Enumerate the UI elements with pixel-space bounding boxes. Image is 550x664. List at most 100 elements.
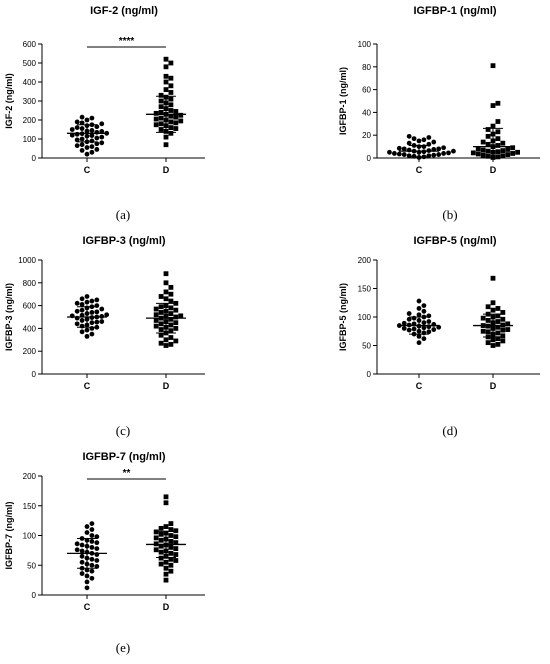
data-point-C	[94, 147, 100, 152]
data-point-D	[505, 327, 511, 332]
data-point-C	[89, 539, 95, 544]
data-point-D	[480, 328, 486, 334]
data-point-D	[163, 56, 169, 62]
data-point-D	[163, 87, 169, 92]
data-point-D	[153, 323, 159, 329]
chart-panel-e: IGFBP-7 (ng/ml) 0 50 100 150 200 IGFBP-7 (ng/m…	[4, 451, 205, 655]
data-point-C	[421, 336, 427, 342]
data-point-C	[84, 585, 90, 591]
data-point-D	[163, 565, 169, 571]
data-point-C	[79, 323, 85, 329]
chart-title: IGF-2 (ng/ml)	[90, 5, 158, 17]
data-point-C	[426, 135, 432, 140]
data-point-D	[158, 92, 164, 98]
data-point-D	[168, 568, 174, 574]
data-point-D	[485, 127, 491, 132]
data-point-C	[396, 145, 402, 151]
data-point-C	[431, 139, 437, 145]
data-point-C	[74, 321, 80, 327]
data-point-C	[89, 326, 95, 331]
data-point-C	[401, 326, 407, 331]
data-point-C	[94, 135, 100, 141]
data-point-D	[495, 100, 501, 106]
data-point-D	[168, 291, 174, 297]
data-point-C	[74, 143, 80, 149]
y-tick-label: 40	[362, 108, 371, 117]
data-point-D	[168, 322, 174, 328]
data-point-D	[168, 130, 174, 136]
data-point-D	[158, 555, 164, 561]
data-point-C	[79, 318, 85, 323]
data-point-C	[99, 140, 105, 146]
data-point-C	[74, 125, 80, 130]
data-point-D	[495, 136, 501, 142]
y-tick-label: 50	[27, 561, 36, 570]
data-point-C	[94, 124, 100, 130]
data-point-C	[89, 521, 95, 526]
data-point-D	[163, 577, 169, 583]
y-tick-label: 400	[23, 324, 37, 333]
data-point-D	[158, 104, 164, 110]
data-point-D	[500, 327, 506, 333]
data-point-D	[505, 152, 511, 157]
y-tick-label: 600	[23, 40, 37, 49]
data-point-C	[99, 134, 105, 140]
data-point-C	[94, 129, 100, 135]
chart-panel-b: IGFBP-1 (ng/ml) 0 20 40 60 80 100 IGFBP-1 (ng/m…	[338, 5, 540, 222]
data-point-D	[158, 549, 164, 555]
data-point-D	[495, 143, 501, 148]
y-tick-label: 100	[23, 532, 37, 541]
data-point-D	[168, 90, 174, 95]
data-point-D	[173, 126, 179, 131]
chart-panel-d: IGFBP-5 (ng/ml) 0 50 100 150 200 IGFBP-5 (ng/m…	[338, 235, 540, 438]
data-point-D	[168, 284, 174, 290]
data-point-D	[173, 546, 179, 551]
panel-label: (c)	[116, 423, 130, 438]
data-point-D	[153, 116, 159, 122]
data-point-C	[79, 120, 85, 126]
data-point-C	[79, 559, 85, 565]
data-point-C	[406, 327, 412, 333]
data-point-D	[480, 152, 486, 158]
data-point-D	[500, 338, 506, 344]
data-point-C	[421, 320, 427, 326]
data-point-D	[153, 547, 159, 553]
data-point-D	[163, 142, 169, 148]
data-point-D	[168, 311, 174, 316]
data-point-D	[163, 73, 169, 79]
y-tick-label: 150	[358, 285, 372, 294]
data-point-D	[178, 112, 184, 118]
data-point-D	[485, 304, 491, 310]
y-tick-label: 0	[32, 370, 37, 379]
data-point-D	[510, 145, 516, 151]
chart-panel-a: IGF-2 (ng/ml) 0 100 200 300 400 500 600 IGF-2 (n…	[4, 5, 205, 222]
data-point-C	[406, 311, 412, 316]
x-tick-label-C: C	[84, 381, 91, 391]
data-point-C	[79, 307, 85, 313]
data-point-D	[158, 340, 164, 346]
data-point-D	[173, 120, 179, 126]
data-point-C	[89, 144, 95, 150]
data-point-D	[168, 125, 174, 130]
data-point-D	[495, 154, 501, 160]
y-tick-label: 1000	[18, 256, 36, 265]
y-axis-label: IGF-2 (ng/ml)	[4, 73, 14, 129]
data-point-C	[436, 152, 442, 157]
data-point-C	[89, 298, 95, 304]
y-tick-label: 200	[23, 472, 37, 481]
data-point-D	[500, 316, 506, 322]
data-point-D	[495, 306, 501, 311]
data-point-C	[441, 145, 446, 151]
data-point-C	[416, 298, 422, 304]
data-point-D	[163, 79, 169, 85]
data-point-D	[510, 151, 516, 156]
data-point-D	[490, 337, 496, 343]
data-point-C	[89, 133, 95, 138]
data-point-D	[495, 341, 501, 347]
y-axis-label: IGFBP-7 (ng/ml)	[4, 502, 14, 570]
data-point-D	[500, 153, 506, 159]
data-point-D	[153, 318, 159, 323]
y-axis-label: IGFBP-5 (ng/ml)	[338, 283, 348, 351]
data-point-D	[158, 115, 164, 121]
data-point-C	[94, 303, 100, 308]
